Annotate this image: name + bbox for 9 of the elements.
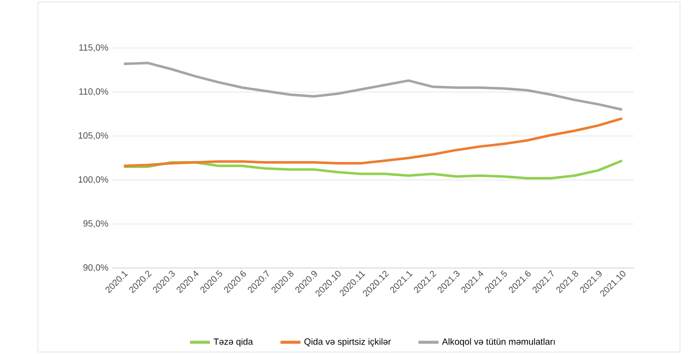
legend-label: Qida və spirtsiz içkilər bbox=[304, 338, 391, 347]
y-tick-label: 115,0% bbox=[79, 44, 108, 52]
y-tick-label: 95,0% bbox=[83, 220, 108, 228]
y-tick-label: 90,0% bbox=[83, 264, 108, 272]
y-tick-label: 110,0% bbox=[79, 88, 108, 96]
y-tick-label: 105,0% bbox=[78, 132, 108, 140]
legend-label: Alkoqol və tütün məmulatları bbox=[442, 338, 555, 347]
y-tick-label: 100,0% bbox=[78, 176, 108, 184]
legend-label: Təzə qida bbox=[214, 338, 253, 347]
